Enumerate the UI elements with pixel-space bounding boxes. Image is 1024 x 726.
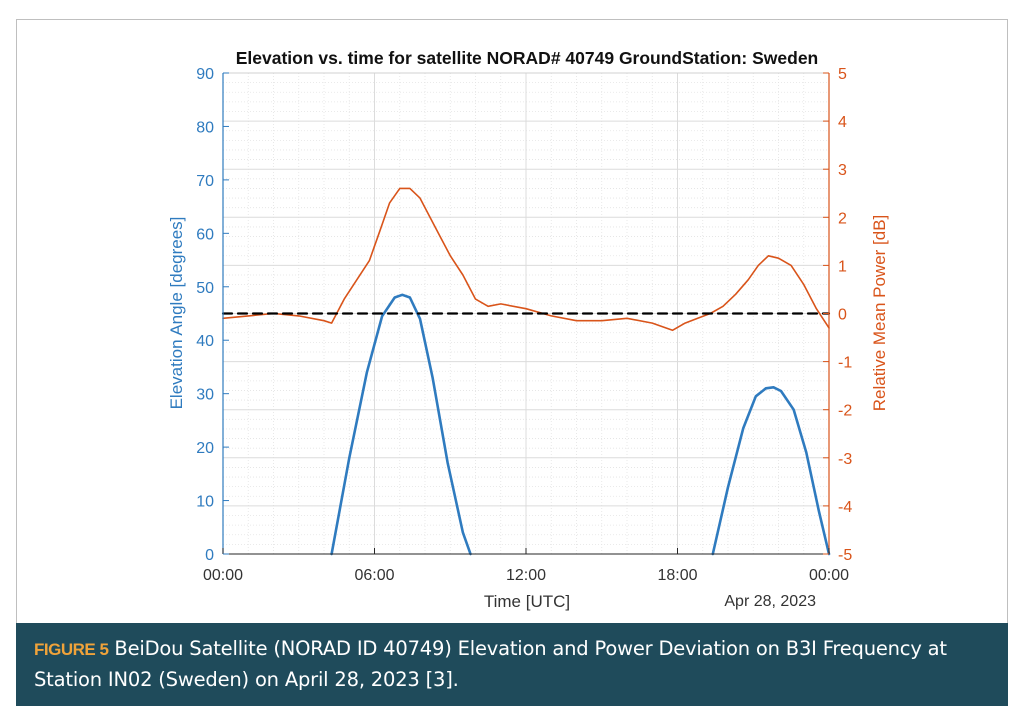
y-left-tick-label: 70 <box>196 173 214 190</box>
y-right-tick-label: 1 <box>838 258 847 275</box>
date-label: Apr 28, 2023 <box>724 593 816 610</box>
chart-svg: 00:00 06:00 12:00 18:00 00:00010203040506070… <box>167 48 889 611</box>
power-series-line <box>222 187 830 332</box>
y-left-tick-label: 30 <box>196 387 214 404</box>
caption-label: FIGURE 5 <box>34 640 109 659</box>
x-tick-label: 12:00 <box>506 567 546 584</box>
y-left-tick-label: 90 <box>196 66 214 83</box>
y-left-tick-label: 80 <box>196 119 214 136</box>
y-left-tick-label: 20 <box>196 440 214 457</box>
y-right-tick-label: -4 <box>838 499 852 516</box>
chart-title: Elevation vs. time for satellite NORAD# … <box>236 48 819 68</box>
figure-caption: FIGURE 5 BeiDou Satellite (NORAD ID 40749… <box>16 623 1008 706</box>
y-left-tick-label: 10 <box>196 494 214 511</box>
y-right-axis-label: Relative Mean Power [dB] <box>870 215 889 412</box>
y-left-tick-label: 40 <box>196 333 214 350</box>
axes-layer: 00:00 06:00 12:00 18:00 00:00010203040506070… <box>196 66 852 584</box>
x-tick-label: 00:00 <box>809 567 849 584</box>
y-right-tick-label: 3 <box>838 162 847 179</box>
series-layer <box>221 187 831 556</box>
y-right-tick-label: 0 <box>838 307 847 324</box>
y-right-tick-label: 2 <box>838 210 847 227</box>
y-left-tick-label: 50 <box>196 280 214 297</box>
y-right-tick-label: 5 <box>838 66 847 83</box>
x-tick-label: 18:00 <box>657 567 697 584</box>
y-right-tick-label: 4 <box>838 114 847 131</box>
y-left-tick-label: 60 <box>196 226 214 243</box>
y-right-tick-label: -3 <box>838 451 852 468</box>
y-right-tick-label: -1 <box>838 355 852 372</box>
elevation-series-line <box>711 385 831 556</box>
y-left-axis-label: Elevation Angle [degrees] <box>167 217 186 410</box>
y-right-tick-label: -5 <box>838 547 852 564</box>
x-tick-label: 00:00 <box>203 567 243 584</box>
elevation-series-line <box>330 293 472 556</box>
y-right-tick-label: -2 <box>838 403 852 420</box>
x-tick-label: 06:00 <box>354 567 394 584</box>
x-axis-label: Time [UTC] <box>484 592 570 611</box>
y-left-tick-label: 0 <box>205 547 214 564</box>
caption-text: BeiDou Satellite (NORAD ID 40749) Elevat… <box>34 637 947 691</box>
